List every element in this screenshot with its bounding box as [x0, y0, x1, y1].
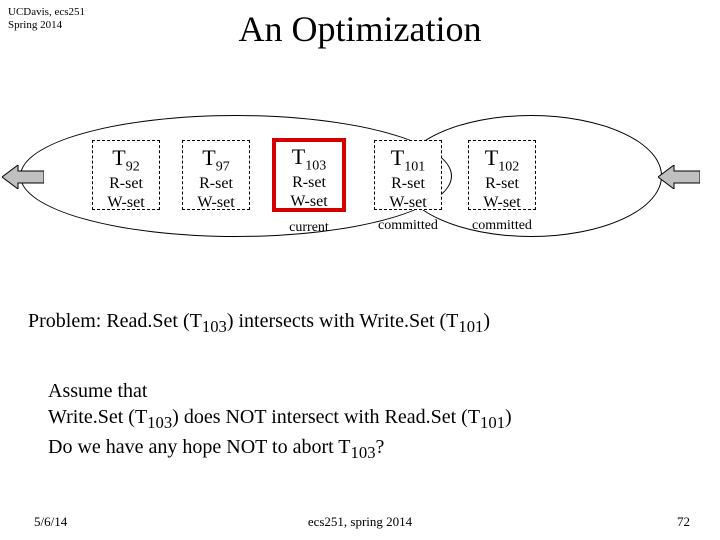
footer-page: 72	[677, 514, 690, 530]
transaction-label: T92	[97, 145, 155, 175]
transaction-status: committed	[468, 218, 536, 234]
assume-line3: ?	[376, 436, 385, 458]
assume-line2: )	[505, 406, 512, 428]
page-title: An Optimization	[0, 8, 720, 50]
transaction-box: T97R-setW-set	[182, 140, 250, 210]
transaction-box: T102R-setW-set	[468, 140, 536, 210]
assume-line3: Do we have any hope NOT to abort T	[48, 436, 351, 458]
assume-block: Assume that Write.Set (T103) does NOT in…	[48, 378, 680, 463]
arrow-icon	[658, 165, 700, 189]
transaction-label: T103	[278, 144, 340, 174]
assume-sub: 103	[351, 443, 376, 462]
transaction-label: T97	[187, 145, 245, 175]
transaction-box: T103R-setW-set	[272, 138, 346, 212]
assume-sub: 101	[480, 413, 505, 432]
diagram-area: T92R-setW-setT97R-setW-setT103R-setW-set…	[0, 110, 720, 280]
problem-text: )	[483, 310, 490, 332]
transaction-sets: R-setW-set	[278, 174, 340, 211]
transaction-box: T92R-setW-set	[92, 140, 160, 210]
transaction-sets: R-setW-set	[379, 175, 437, 212]
problem-sub2: 101	[458, 317, 483, 336]
transaction-label: T102	[473, 145, 531, 175]
transaction-sets: R-setW-set	[187, 175, 245, 212]
problem-text: ) intersects with Write.Set (T	[227, 310, 459, 332]
transaction-sets: R-setW-set	[473, 175, 531, 212]
problem-text: Problem: Read.Set (T	[28, 310, 202, 332]
transaction-box: T101R-setW-set	[374, 140, 442, 210]
assume-line2: ) does NOT intersect with Read.Set (T	[172, 406, 480, 428]
transaction-sets: R-setW-set	[97, 175, 155, 212]
transaction-label: T101	[379, 145, 437, 175]
problem-sub1: 103	[202, 317, 227, 336]
transaction-status: current	[272, 220, 346, 236]
assume-line2: Write.Set (T	[48, 406, 147, 428]
transaction-status: committed	[374, 218, 442, 234]
assume-sub: 103	[147, 413, 172, 432]
arrow-icon	[2, 165, 44, 189]
assume-line1: Assume that	[48, 380, 147, 402]
problem-statement: Problem: Read.Set (T103) intersects with…	[28, 310, 692, 337]
footer-center: ecs251, spring 2014	[0, 514, 720, 530]
